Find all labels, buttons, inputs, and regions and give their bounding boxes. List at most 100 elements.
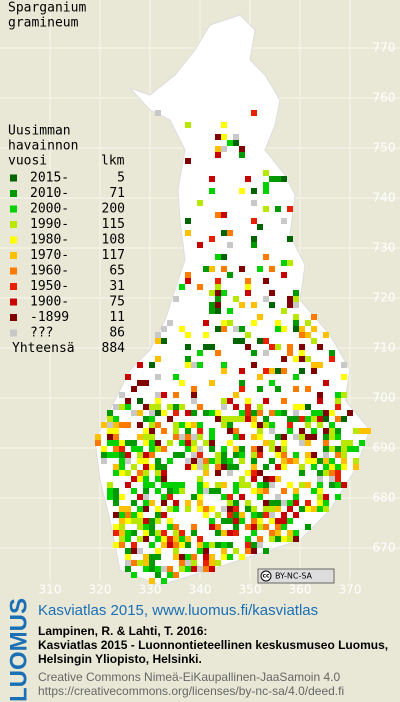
legend-label: 2000- xyxy=(30,202,69,217)
observation-square xyxy=(227,518,233,524)
observation-square xyxy=(125,374,131,380)
observation-square xyxy=(287,206,293,212)
observation-square xyxy=(125,422,131,428)
observation-square xyxy=(299,350,305,356)
observation-square xyxy=(191,494,197,500)
observation-square xyxy=(323,452,329,458)
observation-square xyxy=(101,446,107,452)
observation-square xyxy=(227,464,233,470)
observation-square xyxy=(119,440,125,446)
observation-square xyxy=(287,296,293,302)
observation-square xyxy=(185,554,191,560)
observation-square xyxy=(209,488,215,494)
legend-count: 31 xyxy=(109,279,125,294)
observation-square xyxy=(155,464,161,470)
observation-square xyxy=(239,410,245,416)
observation-square xyxy=(227,512,233,518)
observation-square xyxy=(173,488,179,494)
observation-square xyxy=(281,500,287,506)
legend-count: 11 xyxy=(109,310,125,325)
cc-icon-text: cc xyxy=(262,573,270,580)
observation-square xyxy=(329,356,335,362)
observation-square xyxy=(185,458,191,464)
observation-square xyxy=(191,566,197,572)
observation-square xyxy=(167,536,173,542)
observation-square xyxy=(185,332,191,338)
headline: Kasviatlas 2015, www.luomus.fi/kasviatla… xyxy=(38,602,318,619)
observation-square xyxy=(143,470,149,476)
observation-square xyxy=(179,488,185,494)
observation-square xyxy=(311,338,317,344)
observation-square xyxy=(275,500,281,506)
observation-square xyxy=(269,368,275,374)
observation-square xyxy=(197,500,203,506)
observation-square xyxy=(173,482,179,488)
species-name: gramineum xyxy=(8,16,79,31)
observation-square xyxy=(149,524,155,530)
observation-square xyxy=(293,536,299,542)
observation-square xyxy=(239,446,245,452)
observation-square xyxy=(245,284,251,290)
observation-square xyxy=(143,434,149,440)
observation-square xyxy=(239,326,245,332)
observation-square xyxy=(149,500,155,506)
observation-square xyxy=(263,368,269,374)
observation-square xyxy=(245,482,251,488)
observation-square xyxy=(113,422,119,428)
observation-square xyxy=(167,542,173,548)
observation-square xyxy=(275,476,281,482)
observation-square xyxy=(161,428,167,434)
legend-label: ??? xyxy=(30,326,53,341)
observation-square xyxy=(209,434,215,440)
observation-square xyxy=(209,188,215,194)
observation-square xyxy=(239,146,245,152)
observation-square xyxy=(287,536,293,542)
legend-count: 108 xyxy=(102,233,125,248)
observation-square xyxy=(233,512,239,518)
observation-square xyxy=(227,470,233,476)
observation-square xyxy=(143,476,149,482)
observation-square xyxy=(203,332,209,338)
observation-square xyxy=(113,470,119,476)
observation-square xyxy=(119,542,125,548)
observation-square xyxy=(269,266,275,272)
observation-square xyxy=(281,536,287,542)
observation-square xyxy=(275,530,281,536)
observation-square xyxy=(191,452,197,458)
observation-square xyxy=(167,572,173,578)
observation-square xyxy=(143,560,149,566)
observation-square xyxy=(149,518,155,524)
observation-square xyxy=(305,416,311,422)
observation-square xyxy=(323,428,329,434)
observation-square xyxy=(161,500,167,506)
observation-square xyxy=(335,476,341,482)
observation-square xyxy=(155,470,161,476)
observation-square xyxy=(239,554,245,560)
observation-square xyxy=(305,332,311,338)
y-tick-label: 710 xyxy=(373,341,396,355)
observation-square xyxy=(257,434,263,440)
observation-square xyxy=(347,446,353,452)
observation-square xyxy=(173,296,179,302)
observation-square xyxy=(101,452,107,458)
observation-square xyxy=(305,386,311,392)
observation-square xyxy=(251,512,257,518)
observation-square xyxy=(119,494,125,500)
observation-square xyxy=(257,470,263,476)
observation-square xyxy=(161,326,167,332)
observation-square xyxy=(239,416,245,422)
observation-square xyxy=(227,320,233,326)
observation-square xyxy=(245,398,251,404)
observation-square xyxy=(155,530,161,536)
observation-square xyxy=(185,272,191,278)
observation-square xyxy=(131,476,137,482)
legend: 2015- 5 2010- 71 2000- 200 1990- 115 1980- 108 197… xyxy=(10,171,125,356)
observation-square xyxy=(233,464,239,470)
observation-square xyxy=(275,176,281,182)
observation-square xyxy=(185,500,191,506)
observation-square xyxy=(167,524,173,530)
observation-square xyxy=(215,560,221,566)
observation-square xyxy=(149,560,155,566)
observation-square xyxy=(203,266,209,272)
observation-square xyxy=(203,464,209,470)
